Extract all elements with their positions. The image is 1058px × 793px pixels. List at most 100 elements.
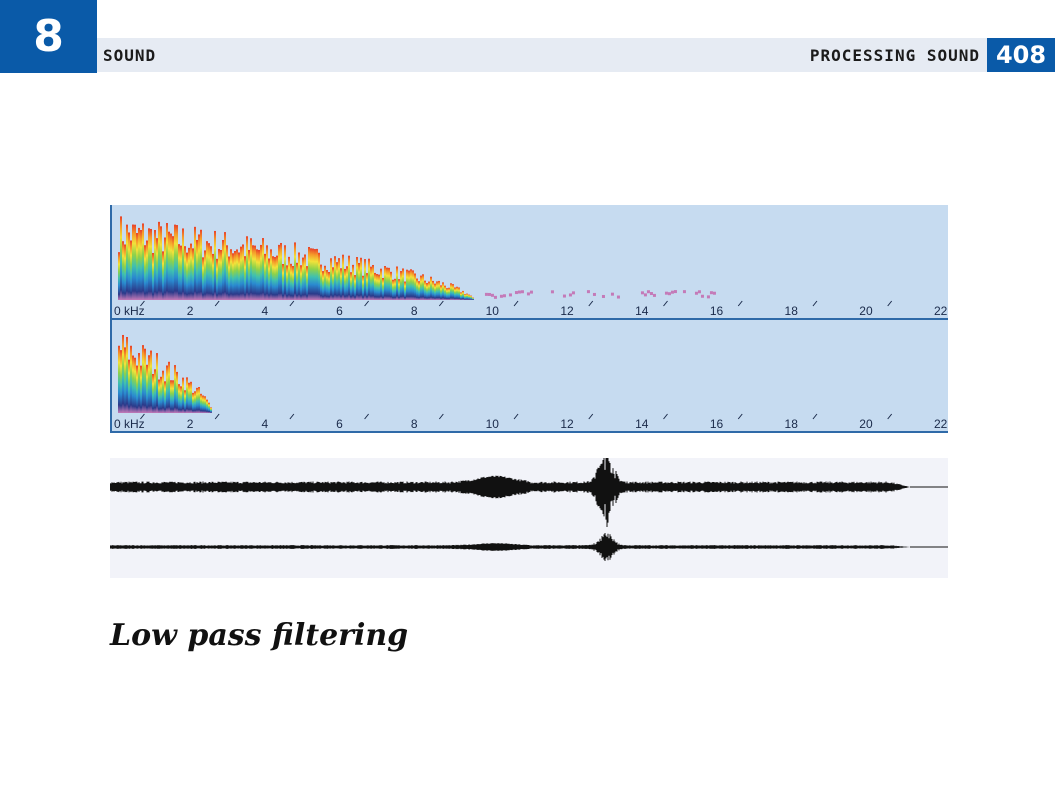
spectrum-bar	[146, 240, 148, 300]
spectrum-bar	[206, 241, 208, 300]
spectrum-bar	[174, 224, 176, 300]
spectrum-bar	[462, 290, 464, 300]
spectrum-bar	[428, 281, 430, 300]
spectrum-bar	[282, 264, 284, 300]
spectrum-bar	[220, 249, 222, 300]
waveform-original	[109, 447, 910, 527]
spectrum-bar	[198, 387, 200, 413]
spectrum-bar	[368, 258, 370, 300]
frequency-tick	[887, 300, 893, 307]
spectrum-bar	[182, 228, 184, 300]
spectrum-bar	[140, 365, 142, 413]
frequency-tick-label: 22	[934, 417, 948, 431]
frequency-tick	[588, 413, 594, 420]
spectrum-bar	[468, 294, 470, 300]
spectrum-bar	[186, 252, 188, 300]
frequency-tick	[887, 413, 893, 420]
spectrum-bar	[304, 254, 306, 300]
spectrum-bar	[156, 353, 158, 413]
spectrum-bar	[202, 395, 204, 413]
spectrum-residue	[682, 290, 686, 294]
spectrum-bar	[170, 233, 172, 300]
spectrum-bar	[180, 386, 182, 413]
waveform-filtered	[109, 532, 910, 562]
spectrum-bar	[292, 266, 294, 300]
header-band	[97, 38, 987, 72]
frequency-tick-label: 14	[635, 304, 649, 318]
spectrum-bar	[314, 249, 316, 300]
spectrum-bar	[264, 253, 266, 300]
frequency-tick	[364, 300, 369, 307]
spectrum-bar	[358, 262, 360, 300]
spectrum-bar	[384, 266, 386, 300]
frequency-tick-label: 18	[785, 417, 799, 431]
spectrum-bar	[190, 381, 192, 413]
spectrum-residue	[667, 292, 671, 296]
spectrum-bar	[164, 381, 166, 413]
spectrum-bar	[322, 271, 324, 300]
spectrum-bar	[284, 245, 286, 300]
spectrum-bar	[302, 257, 304, 300]
spectrum-bar	[134, 224, 136, 300]
spectrum-bar	[392, 279, 394, 300]
spectrum-bar	[214, 230, 216, 300]
spectrum-bar	[472, 297, 474, 300]
spectrum-bar	[318, 252, 320, 300]
spectrum-bar	[364, 259, 366, 300]
spectrum-bar	[308, 246, 310, 300]
spectrum-residue	[508, 293, 512, 297]
frequency-tick-label: 14	[635, 417, 649, 431]
spectrum-bar	[300, 265, 302, 300]
spectrum-bar	[286, 265, 288, 300]
spectrum-figure: 0 kHz 2 4 6 8 10 12 14 16 18 20 22 0 kHz 2 4 6 8 10 12 14 1…	[110, 205, 948, 433]
spectrum-residue	[526, 292, 530, 296]
spectrum-bar	[424, 280, 426, 300]
spectrum-bar	[402, 268, 404, 300]
spectrum-bar	[204, 250, 206, 300]
spectrum-bar	[312, 248, 314, 300]
spectrum-bar	[252, 245, 254, 300]
spectrum-bar	[162, 370, 164, 413]
frequency-tick-label: 16	[710, 304, 724, 318]
spectrum-bar	[408, 270, 410, 300]
frequency-tick	[513, 300, 519, 307]
spectrum-bar	[218, 249, 220, 300]
spectrum-bar	[238, 252, 240, 300]
spectrum-bar	[180, 245, 182, 300]
spectrum-bar	[372, 264, 374, 300]
frequency-tick	[737, 413, 743, 420]
frequency-tick-label: 10	[486, 304, 500, 318]
spectrum-bar	[154, 369, 156, 413]
spectrum-bar	[176, 371, 178, 413]
spectrum-bar	[250, 238, 252, 300]
spectrum-bar	[246, 236, 248, 300]
spectrum-bar	[338, 258, 340, 300]
spectrum-residue	[490, 293, 494, 297]
spectrum-bar	[160, 376, 162, 413]
spectrum-bar	[350, 272, 352, 300]
spectrum-bar	[126, 337, 128, 413]
spectrum-bar	[454, 287, 456, 300]
spectrum-bar	[138, 227, 140, 300]
spectrum-filtered: 0 kHz 2 4 6 8 10 12 14 16 18 20 22	[110, 320, 948, 433]
frequency-tick-label: 4	[261, 304, 268, 318]
spectrum-bar	[200, 393, 202, 413]
spectrum-bar	[470, 295, 472, 300]
chapter-number-box: 8	[0, 0, 97, 73]
spectrum-bar	[148, 355, 150, 413]
spectrum-residue	[664, 291, 668, 295]
spectrum-residue	[694, 291, 698, 295]
spectrum-residue	[697, 290, 701, 294]
spectrum-bar	[452, 284, 454, 300]
spectrum-bar	[172, 236, 174, 300]
spectrum-bar	[206, 399, 208, 413]
frequency-tick	[513, 413, 519, 420]
spectrum-bar	[198, 234, 200, 300]
spectrum-bar	[150, 350, 152, 413]
spectrum-residue	[571, 291, 575, 295]
spectrum-bar	[438, 280, 440, 300]
spectrum-bar	[210, 246, 212, 300]
spectrum-bar	[390, 271, 392, 300]
spectrum-bar	[376, 274, 378, 300]
spectrum-bar	[400, 271, 402, 300]
